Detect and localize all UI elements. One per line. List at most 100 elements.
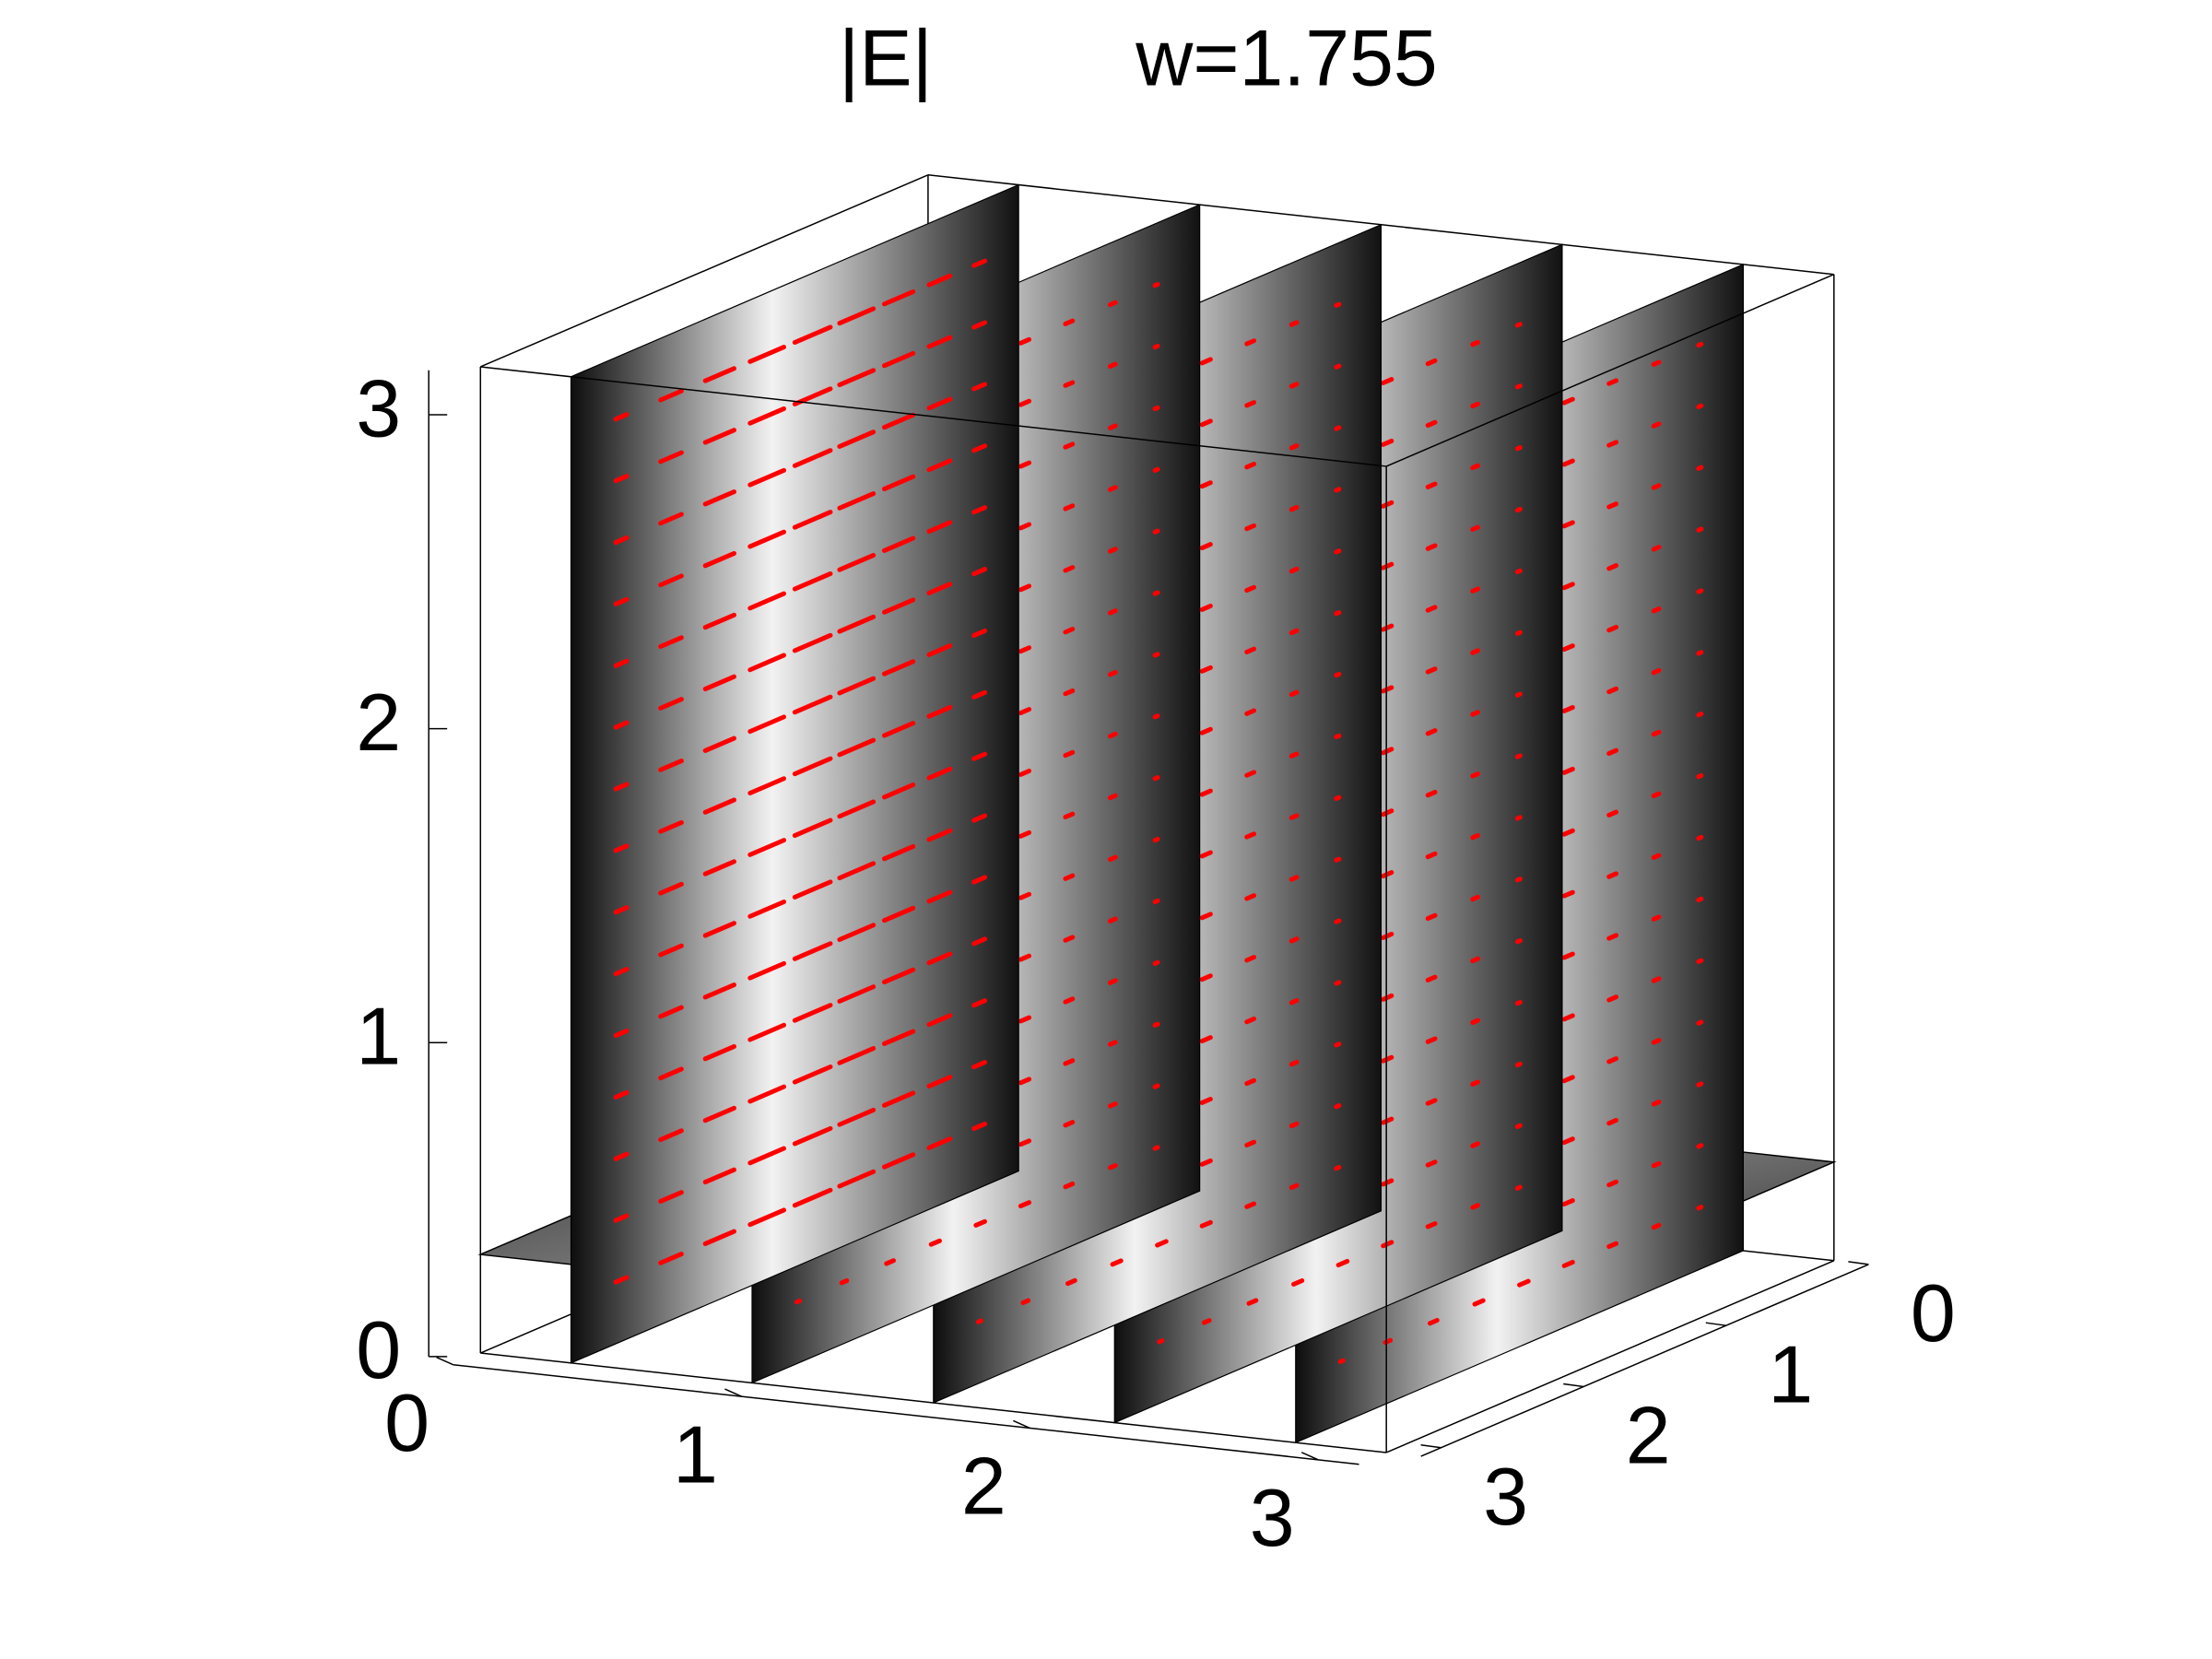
field-arrow bbox=[1018, 1015, 1032, 1024]
box-edge bbox=[1385, 274, 1835, 467]
field-arrow bbox=[1018, 1200, 1032, 1209]
field-arrow bbox=[1514, 938, 1523, 945]
field-arrow bbox=[1199, 788, 1213, 797]
field-arrow bbox=[1561, 1198, 1575, 1206]
field-arrow bbox=[1288, 1059, 1300, 1067]
field-arrow bbox=[1334, 487, 1342, 493]
field-arrow bbox=[1244, 461, 1257, 470]
field-arrow bbox=[926, 458, 953, 473]
field-arrow bbox=[613, 720, 629, 730]
field-arrow bbox=[1651, 1222, 1662, 1230]
field-arrow bbox=[1063, 873, 1076, 881]
field-arrow bbox=[1018, 830, 1032, 839]
field-arrow bbox=[702, 1167, 736, 1185]
x-tick bbox=[724, 1388, 742, 1397]
field-arrow bbox=[971, 875, 988, 885]
field-arrow bbox=[1334, 1041, 1342, 1048]
field-arrow bbox=[1334, 610, 1342, 617]
field-arrow bbox=[1288, 751, 1300, 759]
field-arrow bbox=[1063, 1058, 1076, 1066]
x-tick-label: 1 bbox=[673, 1408, 718, 1500]
field-arrow bbox=[1425, 1098, 1438, 1106]
field-arrow bbox=[1152, 1021, 1160, 1028]
box-edge bbox=[480, 1352, 1387, 1453]
field-arrow bbox=[1381, 931, 1394, 940]
field-arrow bbox=[839, 1277, 850, 1286]
field-arrow bbox=[658, 1190, 684, 1204]
field-arrow bbox=[1381, 808, 1394, 818]
field-arrow bbox=[1244, 893, 1257, 901]
field-arrow bbox=[1108, 423, 1118, 430]
field-arrow bbox=[1288, 320, 1300, 327]
field-arrow bbox=[1381, 870, 1394, 879]
field-arrow bbox=[1199, 850, 1213, 859]
field-arrow bbox=[1472, 1298, 1486, 1307]
field-arrow bbox=[971, 936, 988, 947]
field-arrow bbox=[1334, 980, 1342, 986]
x-tick-label: 2 bbox=[961, 1441, 1006, 1532]
field-arrow bbox=[1606, 563, 1619, 571]
field-arrow bbox=[613, 1151, 629, 1161]
field-arrow bbox=[1334, 425, 1342, 431]
field-arrow bbox=[926, 1075, 953, 1088]
chart-title: |E| bbox=[839, 15, 933, 103]
field-arrow bbox=[1199, 1158, 1213, 1167]
field-arrow bbox=[1018, 583, 1032, 593]
field-arrow bbox=[1244, 1077, 1257, 1087]
field-arrow bbox=[1018, 1077, 1032, 1086]
field-arrow bbox=[1470, 524, 1480, 532]
field-arrow bbox=[1199, 726, 1213, 735]
field-arrow bbox=[1199, 1219, 1213, 1229]
field-arrow bbox=[1425, 666, 1438, 675]
field-arrow bbox=[1108, 361, 1118, 370]
field-arrow bbox=[1108, 1101, 1118, 1109]
field-arrow bbox=[1108, 731, 1118, 739]
y-tick bbox=[1848, 1261, 1869, 1265]
field-arrow bbox=[837, 923, 877, 942]
field-arrow bbox=[658, 1252, 684, 1265]
field-arrow bbox=[1108, 485, 1118, 492]
field-arrow bbox=[1696, 896, 1704, 903]
field-arrow bbox=[1651, 914, 1662, 922]
field-arrow bbox=[792, 756, 833, 777]
field-arrow bbox=[1063, 996, 1076, 1005]
field-arrow bbox=[702, 1043, 736, 1062]
field-arrow bbox=[926, 1136, 953, 1150]
field-arrow bbox=[1108, 1163, 1118, 1171]
field-arrow bbox=[1288, 936, 1300, 944]
field-arrow bbox=[1561, 1075, 1575, 1084]
field-arrow bbox=[926, 889, 953, 904]
field-arrow bbox=[792, 571, 833, 592]
field-arrow bbox=[658, 943, 684, 958]
y-tick-label: 1 bbox=[1768, 1328, 1813, 1419]
y-tick-label: 2 bbox=[1626, 1390, 1671, 1481]
field-arrow bbox=[1063, 503, 1076, 512]
field-arrow bbox=[1651, 729, 1662, 737]
field-arrow bbox=[1425, 974, 1438, 982]
field-arrow bbox=[1606, 686, 1619, 695]
field-arrow bbox=[1063, 688, 1076, 697]
field-arrow bbox=[1334, 918, 1342, 924]
field-arrow bbox=[1108, 300, 1118, 308]
field-arrow bbox=[1696, 1143, 1704, 1149]
field-arrow bbox=[1514, 1123, 1523, 1129]
field-arrow bbox=[1470, 710, 1480, 717]
field-arrow bbox=[1018, 645, 1032, 654]
field-arrow bbox=[1425, 543, 1438, 551]
field-arrow bbox=[658, 759, 684, 772]
field-arrow bbox=[837, 1107, 877, 1127]
field-arrow bbox=[975, 1318, 983, 1324]
x-tick-label: 3 bbox=[1250, 1472, 1295, 1563]
field-arrow bbox=[1337, 1358, 1346, 1364]
z-tick-label: 3 bbox=[356, 362, 401, 453]
field-arrow bbox=[1606, 1241, 1619, 1250]
field-arrow bbox=[1470, 401, 1480, 409]
field-arrow bbox=[613, 843, 629, 853]
field-arrow bbox=[881, 535, 916, 553]
field-arrow bbox=[926, 396, 953, 411]
field-arrow bbox=[792, 324, 833, 346]
field-arrow bbox=[1561, 458, 1575, 467]
field-arrow bbox=[1470, 1079, 1480, 1087]
field-arrow bbox=[792, 1187, 833, 1208]
